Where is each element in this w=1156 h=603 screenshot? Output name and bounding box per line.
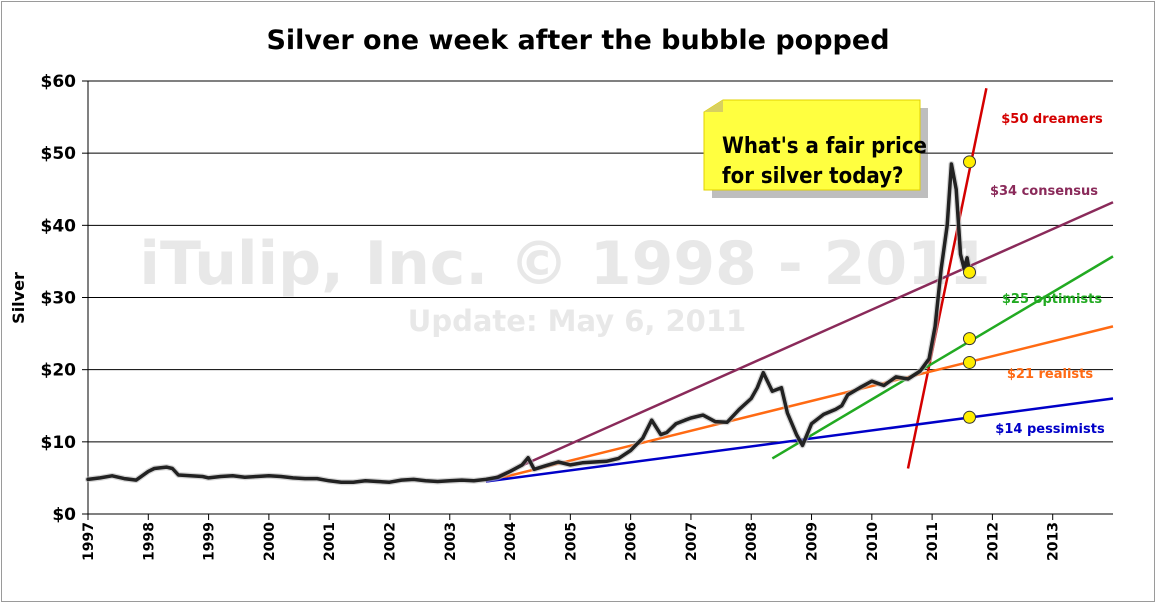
price-series (85, 161, 973, 486)
x-tick-label: 2013 (1046, 522, 1062, 561)
y-tick-label: $30 (41, 289, 77, 309)
price-marker-2 (963, 332, 976, 346)
trend-line-1 (485, 201, 1114, 483)
y-tick-label: $10 (41, 433, 77, 453)
x-tick-label: 1999 (202, 522, 218, 561)
trend-label-4: $14 pessimists (995, 422, 1105, 437)
trend-label-1: $34 consensus (990, 184, 1098, 199)
y-tick-label: $20 (41, 361, 77, 381)
price-marker-3 (963, 355, 976, 369)
x-tick-label: 2000 (262, 522, 278, 561)
x-tick-label: 2001 (322, 522, 338, 561)
watermark: iTulip, Inc. © 1998 - 2011 Update: May 6… (139, 229, 990, 338)
watermark-line-2: Update: May 6, 2011 (408, 304, 746, 338)
x-tick-label: 2010 (865, 522, 881, 561)
x-axis-ticks: 1997 1998 1999 2000 2001 2002 2003 2004 2005 2006… (81, 514, 1062, 561)
x-tick-label: 2004 (503, 522, 519, 561)
x-tick-label: 2006 (624, 522, 640, 561)
trend-labels: $50 dreamers $34 consensus $25 optimists $2… (990, 112, 1105, 437)
price-marker-1 (963, 265, 976, 279)
x-tick-label: 2003 (443, 522, 459, 561)
price-marker-0 (963, 155, 976, 169)
x-tick-label: 2009 (805, 522, 821, 561)
x-tick-label: 2011 (925, 522, 941, 561)
y-tick-label: $0 (52, 505, 76, 525)
note-line-1: What's a fair price (722, 134, 927, 159)
trend-line-2 (771, 255, 1114, 460)
x-tick-label: 2012 (985, 522, 1001, 561)
x-tick-label: 1997 (81, 522, 97, 561)
trend-line-0 (906, 87, 988, 469)
axes (87, 81, 1113, 515)
price-marker-4 (963, 410, 976, 424)
x-tick-label: 1998 (141, 522, 157, 561)
y-axis-ticks: $0 $10 $20 $30 $40 $50 $60 (41, 72, 88, 525)
trend-line-3 (485, 325, 1114, 483)
trend-label-0: $50 dreamers (1001, 112, 1103, 127)
x-tick-label: 2007 (684, 522, 700, 561)
y-tick-label: $50 (41, 144, 77, 164)
sticky-note: What's a fair price for silver today? (703, 99, 928, 198)
chart-title: Silver one week after the bubble popped (266, 25, 889, 56)
price-markers (963, 155, 976, 424)
watermark-line-1: iTulip, Inc. © 1998 - 2011 (139, 229, 990, 299)
x-tick-label: 2008 (744, 522, 760, 561)
y-axis-label: Silver (9, 272, 28, 324)
x-tick-label: 2005 (563, 522, 579, 561)
y-tick-label: $40 (41, 216, 77, 236)
y-tick-label: $60 (41, 72, 77, 92)
x-tick-label: 2002 (382, 522, 398, 561)
trend-label-2: $25 optimists (1002, 292, 1103, 307)
price-line (86, 162, 972, 484)
trend-label-3: $21 realists (1007, 367, 1094, 382)
note-line-2: for silver today? (722, 164, 903, 189)
